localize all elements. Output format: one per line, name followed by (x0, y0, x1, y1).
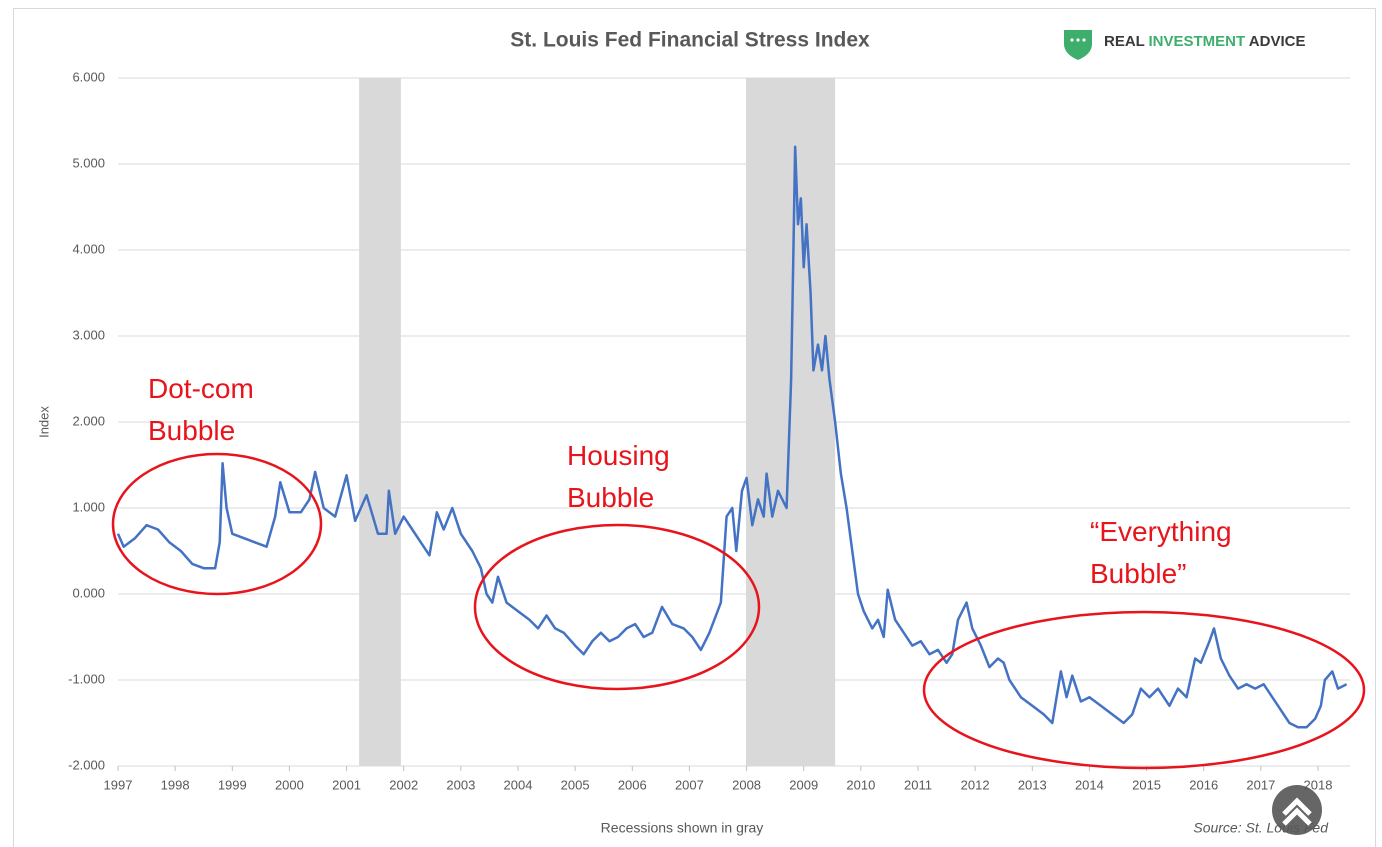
brand-word: INVESTMENT (1148, 33, 1245, 50)
annotation-text: Bubble (148, 415, 235, 446)
chart-title: St. Louis Fed Financial Stress Index (510, 29, 870, 52)
annotation-text: “Everything (1090, 516, 1232, 547)
x-tick-label: 2017 (1246, 777, 1275, 792)
annotation-ellipse (473, 523, 761, 691)
x-tick-label: 2009 (789, 777, 818, 792)
x-tick-label: 2018 (1304, 777, 1333, 792)
chart-frame (13, 8, 1376, 847)
x-tick-label: 2014 (1075, 777, 1104, 792)
brand-word: ADVICE (1249, 33, 1306, 50)
annotation-text: Bubble” (1090, 558, 1187, 589)
x-tick-label: 2004 (504, 777, 533, 792)
brand-text: REAL INVESTMENT ADVICE (1104, 33, 1305, 50)
x-tick-label: 2012 (961, 777, 990, 792)
y-tick-label: -2.000 (68, 757, 105, 772)
y-tick-label: 5.000 (72, 155, 105, 170)
x-tick-label: 2006 (618, 777, 647, 792)
scroll-top-button[interactable] (1272, 785, 1322, 835)
x-note: Recessions shown in gray (601, 820, 764, 836)
x-tick-label: 2002 (389, 777, 418, 792)
logo-dot (1076, 38, 1080, 42)
scroll-top-icon[interactable] (1282, 797, 1312, 826)
annotation-ellipse (111, 452, 323, 596)
x-tick-label: 2003 (446, 777, 475, 792)
plot-background: -2.000 -1.000 0.000 1.000 2.000 3.000 4.000 5.0… (68, 69, 1350, 792)
y-tick-label: 1.000 (72, 499, 105, 514)
logo-dot (1070, 38, 1074, 42)
data-line (116, 145, 1348, 729)
x-tick-label: 1999 (218, 777, 247, 792)
y-tick-label: 0.000 (72, 585, 105, 600)
x-tick-label: 2001 (332, 777, 361, 792)
x-tick-label: 2015 (1132, 777, 1161, 792)
y-tick-label: 6.000 (72, 69, 105, 84)
x-tick-label: 1998 (161, 777, 190, 792)
y-tick-label: 3.000 (72, 327, 105, 342)
x-tick-label: 1997 (104, 777, 133, 792)
x-tick-label: 2008 (732, 777, 761, 792)
x-tick-label: 2013 (1018, 777, 1047, 792)
x-tick-label: 2011 (904, 777, 932, 792)
y-tick-label: 2.000 (72, 413, 105, 428)
annotation-text: Dot-com (148, 373, 254, 404)
y-tick-label: 4.000 (72, 241, 105, 256)
x-tick-label: 2005 (561, 777, 590, 792)
brand-word: REAL (1104, 33, 1145, 50)
annotation-text: Housing (567, 440, 670, 471)
y-tick-label: -1.000 (68, 671, 105, 686)
x-tick-label: 2007 (675, 777, 704, 792)
brand-logo: REAL INVESTMENT ADVICE (1064, 30, 1305, 60)
annotations: Dot-com Bubble Housing Bubble “Everythin… (111, 373, 1366, 770)
logo-dot (1082, 38, 1086, 42)
plot (116, 145, 1348, 729)
annotation-ellipse (922, 610, 1366, 770)
x-tick-label: 2010 (846, 777, 875, 792)
x-tick-label: 2000 (275, 777, 304, 792)
x-tick-label: 2016 (1189, 777, 1218, 792)
y-axis-label: Index (36, 406, 51, 438)
annotation-text: Bubble (567, 482, 654, 513)
logo-shield (1064, 30, 1092, 60)
